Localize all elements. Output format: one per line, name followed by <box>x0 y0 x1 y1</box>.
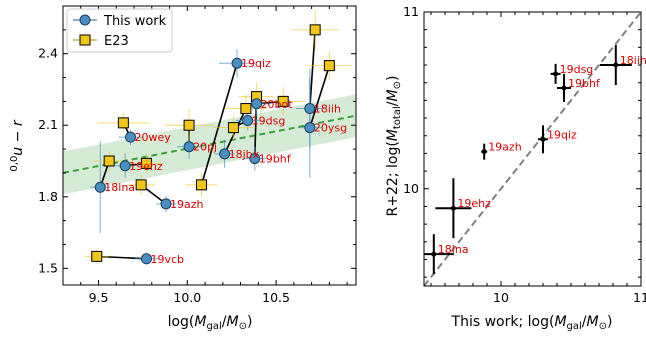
marker-this-work-18jbx <box>219 148 231 160</box>
marker-this-work-20bot <box>251 98 263 110</box>
r-annotation-19dsg: 19dsg <box>560 63 594 76</box>
markers <box>91 24 335 265</box>
marker-this-work-19bhf <box>249 153 261 165</box>
r-annotation-19ehz: 19ehz <box>457 197 491 210</box>
annotation-19azh: 19azh <box>170 198 204 211</box>
r-marker-19bhf <box>561 85 567 91</box>
marker-this-work-19azh <box>160 198 172 210</box>
marker-e23-18iih <box>309 24 321 36</box>
legend-label-e23: E23 <box>104 34 129 49</box>
r-marker-18iih <box>613 62 619 68</box>
marker-this-work-19ehz <box>119 160 131 172</box>
y-tick-label-1-5: 1.5 <box>38 260 58 275</box>
marker-this-work-20pj <box>183 141 195 153</box>
r-x-tick-label-10: 10 <box>493 290 509 305</box>
r-marker-19qiz <box>540 136 546 142</box>
marker-e23-20pj <box>183 119 195 131</box>
marker-e23-20bot <box>277 95 289 107</box>
connector-20ysg <box>309 65 331 128</box>
annotation-20pj: 20pj <box>193 141 217 154</box>
x-tick-label-10-0: 10.0 <box>173 290 201 305</box>
right-plot-frame <box>423 11 642 287</box>
x-tick-label-9-5: 9.5 <box>89 290 109 305</box>
annotation-19qiz: 19qiz <box>241 57 271 70</box>
annotation-19dsg: 19dsg <box>252 114 286 127</box>
r-annotation-19bhf: 19bhf <box>568 77 601 90</box>
annotation-19ehz: 19ehz <box>129 160 163 173</box>
fit-band-layer <box>63 94 356 195</box>
marker-e23-19azh <box>135 179 147 191</box>
marker-e23-19vcb <box>91 250 103 262</box>
right-y-axis-label: R+22; log(Mtotal/M⊙) <box>385 76 403 217</box>
annotation-20bot: 20bot <box>261 98 294 111</box>
right-axis-ticks: 10 11 10 11 <box>403 4 646 305</box>
left-x-axis-label: log(Mgal/M⊙) <box>168 314 253 332</box>
marker-this-work-20ysg <box>304 122 316 134</box>
fit-band <box>63 94 356 195</box>
marker-e23-20ysg <box>323 60 335 72</box>
left-plot-frame <box>62 5 357 286</box>
marker-this-work-19dsg <box>242 114 254 126</box>
marker-this-work-18lna <box>94 181 106 193</box>
annotation-18lna: 18lna <box>104 181 135 194</box>
marker-e23-18lna <box>103 155 115 167</box>
annotation-18jbx: 18jbx <box>229 148 260 161</box>
r-x-tick-label-11: 11 <box>633 290 646 305</box>
r-marker-19dsg <box>553 71 559 77</box>
connector-18iih <box>309 29 316 109</box>
marker-e23-19qiz <box>196 179 208 191</box>
annotation-18iih: 18iih <box>314 103 341 116</box>
marker-this-work-20wey <box>124 131 136 143</box>
x-tick-label-10-5: 10.5 <box>262 290 290 305</box>
y-tick-label-2-1: 2.1 <box>38 117 58 132</box>
annotation-20ysg: 20ysg <box>314 122 347 135</box>
r-annotation-19qiz: 19qiz <box>547 128 577 141</box>
r-annotation-18lna: 18lna <box>438 243 469 256</box>
marker-e23-19ehz <box>140 157 152 169</box>
right-x-axis-label: This work; log(Mgal/M⊙) <box>451 314 613 332</box>
r-y-tick-label-10: 10 <box>403 181 419 196</box>
marker-e23-20wey <box>117 117 129 129</box>
annotation-20wey: 20wey <box>134 131 171 144</box>
legend: This work E23 <box>66 8 173 53</box>
legend-marker-e23 <box>79 34 91 46</box>
annotation-19vcb: 19vcb <box>150 253 184 266</box>
marker-this-work-19qiz <box>231 57 243 69</box>
right-plot-content <box>424 12 641 286</box>
one-to-one-line <box>424 12 641 286</box>
marker-e23-18jbx <box>240 103 252 115</box>
r-marker-19ehz <box>450 205 456 211</box>
r-y-tick-label-11: 11 <box>403 4 419 19</box>
legend-marker-this-work <box>79 14 91 26</box>
marker-this-work-18iih <box>304 103 316 115</box>
r-annotation-19azh: 19azh <box>488 141 522 154</box>
marker-e23-19dsg <box>227 122 239 134</box>
y-tick-label-1-8: 1.8 <box>38 189 58 204</box>
connector-19qiz <box>200 63 238 186</box>
legend-label-this-work: This work <box>103 14 167 29</box>
left-y-axis-label: 0,0u − r <box>9 119 26 171</box>
marker-this-work-19vcb <box>140 253 152 265</box>
left-axis-ticks: 9.5 10.0 10.5 1.5 1.8 2.1 2.4 <box>38 6 356 305</box>
y-tick-label-2-4: 2.4 <box>38 46 58 61</box>
r-marker-19azh <box>481 149 487 155</box>
annotation-19bhf: 19bhf <box>259 153 292 166</box>
r-annotation-18iih: 18iih <box>620 54 646 67</box>
r-marker-18lna <box>431 251 437 257</box>
